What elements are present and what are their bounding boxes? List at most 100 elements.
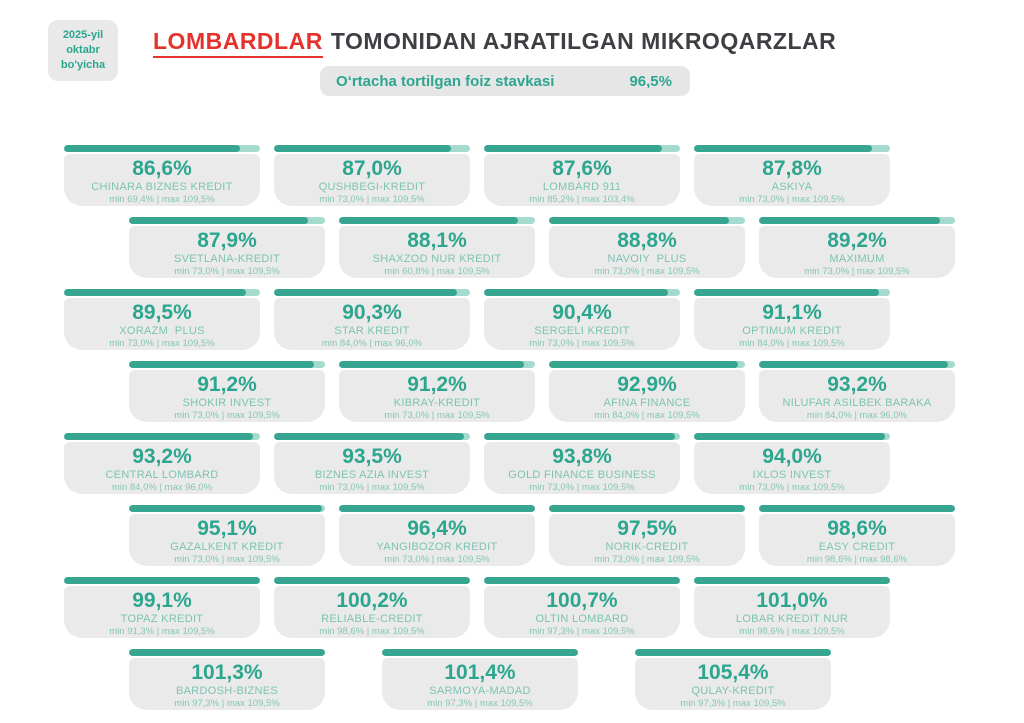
period-badge-line: bo'yicha xyxy=(60,59,106,71)
lombard-card: 100,7% OLTIN LOMBARD min 97,3% | max 109,5… xyxy=(484,577,680,638)
lombard-card: 88,8% NAVOIY PLUS min 73,0% | max 109,5% xyxy=(549,217,745,278)
rate-bar xyxy=(339,361,535,368)
rate-value: 100,7% xyxy=(546,589,618,612)
min-max-range: min 98,6% | max 109,5% xyxy=(319,626,425,637)
rate-value: 98,6% xyxy=(827,517,887,540)
lombard-name: OLTIN LOMBARD xyxy=(535,613,629,625)
lombard-name: NORIK-CREDIT xyxy=(605,541,689,553)
rate-bar-fill xyxy=(759,217,941,224)
card-body: 89,2% MAXIMUM min 73,0% | max 109,5% xyxy=(759,226,955,278)
rate-bar-fill xyxy=(484,577,680,584)
min-max-range: min 73,0% | max 109,5% xyxy=(174,266,280,277)
page-title-rest: TOMONIDAN AJRATILGAN MIKROQARZLAR xyxy=(330,28,837,54)
rate-bar-fill xyxy=(129,649,325,656)
lombard-card: 100,2% RELIABLE-CREDIT min 98,6% | max 109… xyxy=(274,577,470,638)
min-max-range: min 85,2% | max 103,4% xyxy=(529,194,635,205)
lombard-card: 101,4% SARMOYA-MADAD min 97,3% | max 109,5… xyxy=(382,649,578,710)
card-row: 91,2% SHOKIR INVEST min 73,0% | max 109,5%… xyxy=(129,361,1024,422)
rate-bar-fill xyxy=(129,361,315,368)
rate-value: 87,9% xyxy=(197,229,257,252)
rate-bar xyxy=(549,361,745,368)
cards-grid: 86,6% CHINARA BIZNES KREDIT min 69,4% | ma… xyxy=(0,145,1024,721)
rate-bar xyxy=(484,289,680,296)
min-max-range: min 97,3% | max 109,5% xyxy=(427,698,533,709)
rate-value: 90,4% xyxy=(552,301,612,324)
rate-bar-fill xyxy=(64,577,260,584)
lombard-name: KIBRAY-KREDIT xyxy=(393,397,481,409)
rate-value: 90,3% xyxy=(342,301,402,324)
card-row: 86,6% CHINARA BIZNES KREDIT min 69,4% | ma… xyxy=(64,145,1024,206)
lombard-name: LOMBARD 911 xyxy=(542,181,622,193)
min-max-range: min 73,0% | max 109,5% xyxy=(319,482,425,493)
min-max-range: min 84,0% | max 96,0% xyxy=(806,410,908,421)
rate-bar xyxy=(694,145,890,152)
lombard-card: 98,6% EASY CREDIT min 98,6% | max 98,6% xyxy=(759,505,955,566)
lombard-card: 86,6% CHINARA BIZNES KREDIT min 69,4% | ma… xyxy=(64,145,260,206)
lombard-name: QULAY-KREDIT xyxy=(691,685,775,697)
min-max-range: min 91,3% | max 109,5% xyxy=(109,626,215,637)
min-max-range: min 97,3% | max 109,5% xyxy=(174,698,280,709)
lombard-card: 88,1% SHAXZOD NUR KREDIT min 60,8% | max 1… xyxy=(339,217,535,278)
card-row: 99,1% TOPAZ KREDIT min 91,3% | max 109,5% 1… xyxy=(64,577,1024,638)
period-badge-line: oktabr xyxy=(66,44,100,56)
card-body: 87,0% QUSHBEGI-KREDIT min 73,0% | max 109,… xyxy=(274,154,470,206)
rate-bar-fill xyxy=(694,145,873,152)
min-max-range: min 73,0% | max 109,5% xyxy=(594,554,700,565)
rate-bar-fill xyxy=(694,289,880,296)
min-max-range: min 84,0% | max 109,5% xyxy=(739,338,845,349)
lombard-name: SERGELI KREDIT xyxy=(534,325,630,337)
min-max-range: min 73,0% | max 109,5% xyxy=(529,482,635,493)
rate-bar-fill xyxy=(129,217,308,224)
rate-bar-fill xyxy=(339,505,535,512)
page-title-highlight: LOMBARDLAR xyxy=(153,28,323,58)
rate-bar-fill xyxy=(129,505,323,512)
lombard-name: BIZNES AZIA INVEST xyxy=(314,469,430,481)
lombard-name: YANGIBOZOR KREDIT xyxy=(376,541,498,553)
rate-value: 97,5% xyxy=(617,517,677,540)
card-body: 105,4% QULAY-KREDIT min 97,3% | max 109,5% xyxy=(635,658,831,710)
rate-bar xyxy=(64,145,260,152)
rate-bar xyxy=(549,217,745,224)
min-max-range: min 73,0% | max 109,5% xyxy=(594,266,700,277)
rate-value: 93,8% xyxy=(552,445,612,468)
card-row: 101,3% BARDOSH-BIZNES min 97,3% | max 109,… xyxy=(129,649,1024,710)
card-row: 93,2% CENTRAL LOMBARD min 84,0% | max 96,0… xyxy=(64,433,1024,494)
card-row: 89,5% XORAZM PLUS min 73,0% | max 109,5% 90… xyxy=(64,289,1024,350)
rate-value: 89,2% xyxy=(827,229,887,252)
rate-value: 91,2% xyxy=(197,373,257,396)
rate-value: 87,6% xyxy=(552,157,612,180)
rate-bar-fill xyxy=(694,577,890,584)
card-body: 88,8% NAVOIY PLUS min 73,0% | max 109,5% xyxy=(549,226,745,278)
rate-bar xyxy=(339,505,535,512)
rate-bar xyxy=(759,217,955,224)
lombard-card: 105,4% QULAY-KREDIT min 97,3% | max 109,5% xyxy=(635,649,831,710)
card-body: 93,5% BIZNES AZIA INVEST min 73,0% | max 1… xyxy=(274,442,470,494)
rate-bar xyxy=(64,577,260,584)
rate-bar-fill xyxy=(694,433,885,440)
lombard-name: GOLD FINANCE BUSINESS xyxy=(508,469,656,481)
card-body: 92,9% AFINA FINANCE min 84,0% | max 109,5% xyxy=(549,370,745,422)
rate-value: 92,9% xyxy=(617,373,677,396)
rate-value: 95,1% xyxy=(197,517,257,540)
card-row: 95,1% GAZALKENT KREDIT min 73,0% | max 109… xyxy=(129,505,1024,566)
rate-bar-fill xyxy=(274,289,458,296)
min-max-range: min 73,0% | max 109,5% xyxy=(804,266,910,277)
rate-value: 96,4% xyxy=(407,517,467,540)
card-body: 101,3% BARDOSH-BIZNES min 97,3% | max 109,… xyxy=(129,658,325,710)
rate-bar-fill xyxy=(339,361,525,368)
rate-bar xyxy=(694,577,890,584)
rate-bar-fill xyxy=(64,289,246,296)
rate-value: 101,3% xyxy=(191,661,263,684)
min-max-range: min 98,6% | max 98,6% xyxy=(806,554,908,565)
rate-bar-fill xyxy=(759,505,955,512)
lombard-name: ASKIYA xyxy=(771,181,813,193)
card-body: 88,1% SHAXZOD NUR KREDIT min 60,8% | max 1… xyxy=(339,226,535,278)
period-badge-line: 2025-yil xyxy=(62,29,104,41)
rate-value: 101,0% xyxy=(756,589,828,612)
min-max-range: min 73,0% | max 109,5% xyxy=(109,338,215,349)
lombard-name: SHAXZOD NUR KREDIT xyxy=(372,253,502,265)
card-body: 98,6% EASY CREDIT min 98,6% | max 98,6% xyxy=(759,514,955,566)
average-rate-value: 96,5% xyxy=(629,72,672,90)
rate-bar xyxy=(694,433,890,440)
rate-bar xyxy=(484,577,680,584)
